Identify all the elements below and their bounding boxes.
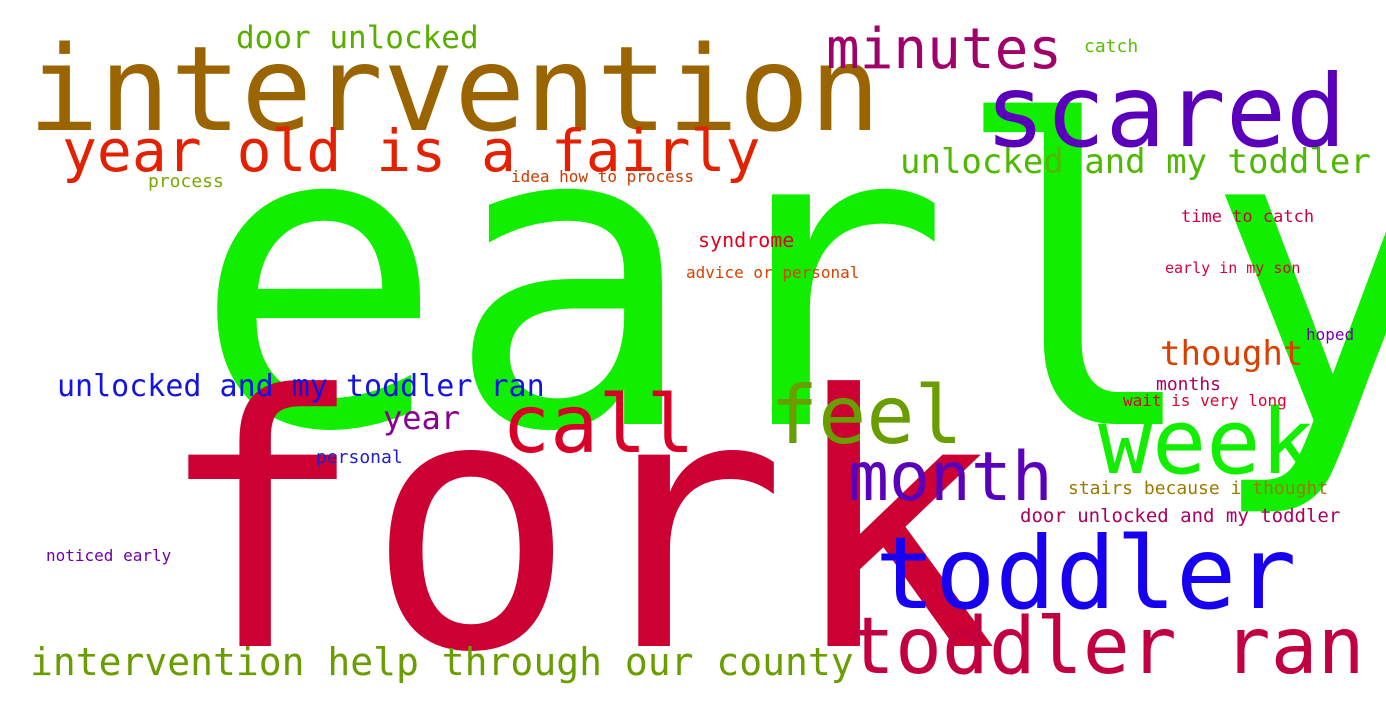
word-year-old-is-a-fairly: year old is a fairly <box>62 117 761 185</box>
word-fork: fork <box>155 321 998 713</box>
word-noticed-early: noticed early <box>46 546 172 565</box>
word-advice-or-personal: advice or personal <box>686 263 860 282</box>
word-toddler: toddler <box>875 515 1297 632</box>
word-months: months <box>1156 374 1222 395</box>
word-intervention: intervention <box>28 20 881 158</box>
word-early-in-my-son: early in my son <box>1165 259 1301 277</box>
word-syndrome: syndrome <box>698 228 795 252</box>
word-unlocked-and-my-toddler: unlocked and my toddler <box>900 142 1371 182</box>
word-scared: scared <box>985 53 1347 170</box>
word-stairs-because-i-thought: stairs because i thought <box>1068 478 1329 499</box>
word-early: early <box>192 35 1386 524</box>
word-intervention-help: intervention help through our county <box>30 640 854 684</box>
word-catch: catch <box>1084 36 1139 57</box>
word-toddler-ran: toddler ran <box>848 602 1365 692</box>
word-time-to-catch: time to catch <box>1181 207 1315 227</box>
word-feel: feel <box>770 369 963 462</box>
word-door-unlocked-and-my-toddler: door unlocked and my toddler <box>1020 505 1341 527</box>
word-week: week <box>1098 390 1315 495</box>
word-call: call <box>502 378 695 471</box>
word-unlocked-and-my-toddler-ran: unlocked and my toddler ran <box>57 369 545 404</box>
word-wait-is-very-long: wait is very long <box>1123 391 1287 410</box>
word-door-unlocked: door unlocked <box>236 20 479 56</box>
word-year: year <box>383 399 461 437</box>
word-minutes: minutes <box>826 17 1063 82</box>
word-process: process <box>148 171 224 192</box>
word-thought: thought <box>1160 334 1304 374</box>
word-idea-how-to-process: idea how to process <box>511 167 695 186</box>
word-hoped: hoped <box>1306 325 1355 344</box>
word-personal: personal <box>316 447 403 468</box>
word-month: month <box>848 438 1053 517</box>
